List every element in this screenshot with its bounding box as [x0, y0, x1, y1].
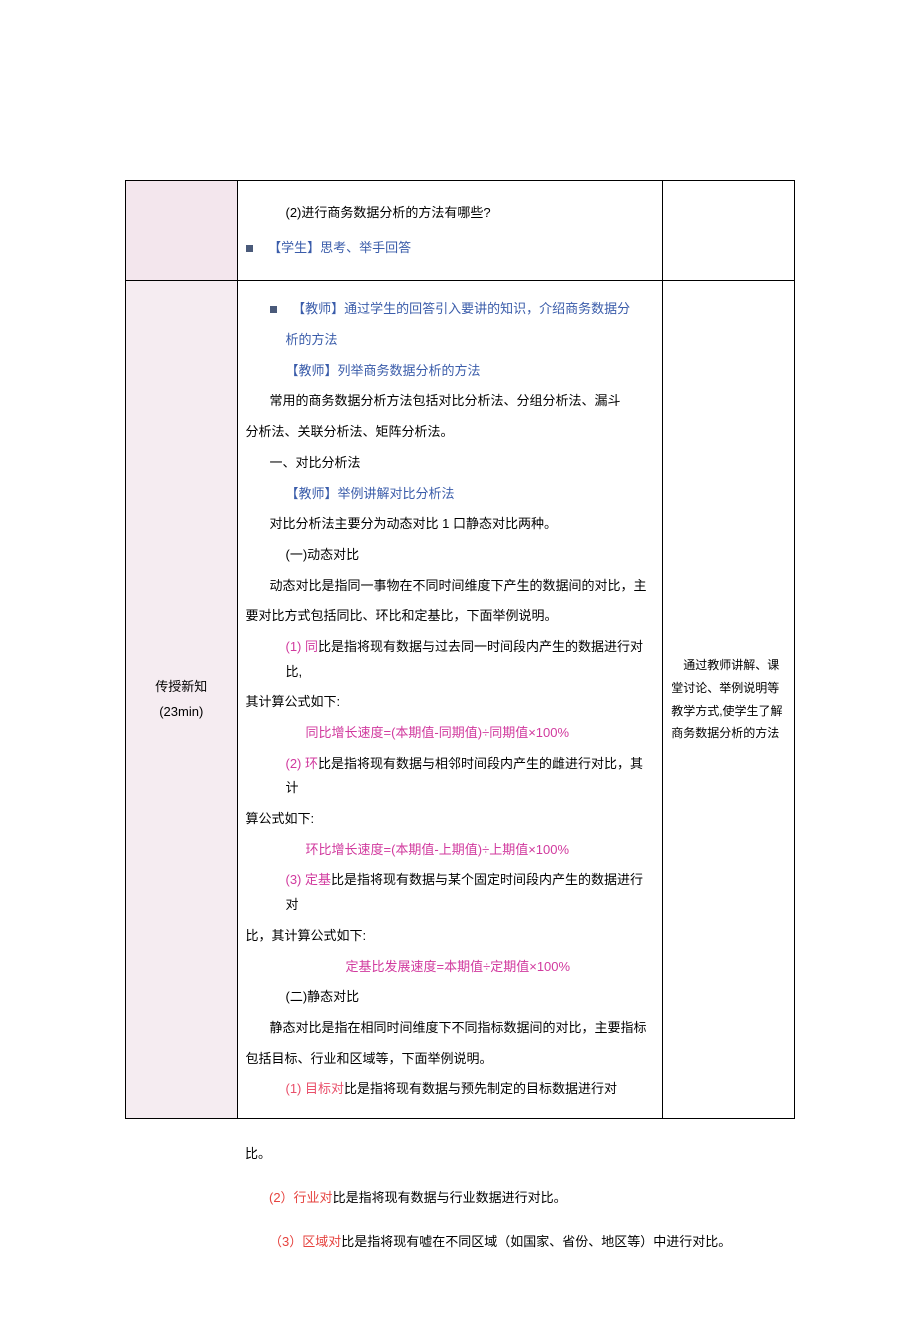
right-note: 通过教师讲解、课堂讨论、举例说明等教学方式,使学生了解商务数据分析的方法	[671, 658, 782, 740]
c2-line: (2) 环比是指将现有数据与相邻时间段内产生的雌进行对比，其计	[246, 752, 655, 801]
row-intro: (2)进行商务数据分析的方法有哪些? 【学生】思考、举手回答	[126, 181, 795, 281]
question-2: (2)进行商务数据分析的方法有哪些?	[246, 201, 655, 226]
p1b: 分析法、关联分析法、矩阵分析法。	[246, 420, 655, 445]
bullet-icon	[270, 306, 277, 313]
c3a: 比是指将现有数据与某个固定时间段内产生的数据进行对	[286, 872, 644, 912]
c1a: 比是指将现有数据与过去同一时间段内产生的数据进行对比,	[286, 639, 644, 679]
row1-mid-cell: (2)进行商务数据分析的方法有哪些? 【学生】思考、举手回答	[237, 181, 663, 281]
section-title: 传授新知	[134, 675, 229, 700]
c1b: 其计算公式如下:	[246, 690, 655, 715]
c1pre: (1) 同	[286, 639, 319, 654]
section-time: (23min)	[134, 700, 229, 725]
t2pre: (2）行业对	[269, 1190, 333, 1205]
trail-2: (2）行业对比是指将现有数据与行业数据进行对比。	[245, 1181, 795, 1215]
t1a: 【教师】通过学生的回答引入要讲的知识，介绍商务数据分	[292, 301, 630, 316]
trail-3: （3）区域对比是指将现有嘘在不同区域（如国家、省份、地区等）中进行对比。	[245, 1225, 795, 1259]
p4a: 静态对比是指在相同时间维度下不同指标数据间的对比，主要指标	[246, 1016, 655, 1041]
f1: 同比增长速度=(本期值-同期值)÷同期值×100%	[246, 721, 655, 746]
f3: 定基比发展速度=本期值÷定期值×100%	[246, 955, 655, 980]
student-label: 【学生】思考、举手回答	[268, 240, 411, 255]
t1b: 析的方法	[246, 328, 655, 353]
f2: 环比增长速度=(本期值-上期值)÷上期值×100%	[246, 838, 655, 863]
student-line: 【学生】思考、举手回答	[246, 236, 655, 261]
t2: 【教师】列举商务数据分析的方法	[246, 359, 655, 384]
c2a: 比是指将现有数据与相邻时间段内产生的雌进行对比，其计	[286, 756, 644, 796]
row2-left-cell: 传授新知 (23min)	[126, 281, 238, 1119]
c4-line: (1) 目标对比是指将现有数据与预先制定的目标数据进行对	[246, 1077, 655, 1102]
p4b: 包括目标、行业和区域等，下面举例说明。	[246, 1047, 655, 1072]
t2: 比是指将现有数据与行业数据进行对比。	[333, 1190, 567, 1205]
p3b: 要对比方式包括同比、环比和定基比，下面举例说明。	[246, 604, 655, 629]
c1-line: (1) 同比是指将现有数据与过去同一时间段内产生的数据进行对比,	[246, 635, 655, 684]
c2b: 算公式如下:	[246, 807, 655, 832]
row1-left-cell	[126, 181, 238, 281]
row2-right-cell: 通过教师讲解、课堂讨论、举例说明等教学方式,使学生了解商务数据分析的方法	[663, 281, 795, 1119]
row1-right-cell	[663, 181, 795, 281]
row2-mid-cell: 【教师】通过学生的回答引入要讲的知识，介绍商务数据分 析的方法 【教师】列举商务…	[237, 281, 663, 1119]
t3: 比是指将现有嘘在不同区域（如国家、省份、地区等）中进行对比。	[341, 1234, 731, 1249]
p2: 对比分析法主要分为动态对比 1 口静态对比两种。	[246, 512, 655, 537]
teacher-intro: 【教师】通过学生的回答引入要讲的知识，介绍商务数据分	[246, 297, 655, 322]
c3pre: (3) 定基	[286, 872, 332, 887]
row-teach: 传授新知 (23min) 【教师】通过学生的回答引入要讲的知识，介绍商务数据分 …	[126, 281, 795, 1119]
c4pre: (1) 目标对	[286, 1081, 345, 1096]
t3pre: （3）区域对	[269, 1234, 341, 1249]
p3a: 动态对比是指同一事物在不同时间维度下产生的数据间的对比，主	[246, 574, 655, 599]
bullet-icon	[246, 245, 253, 252]
trail-1: 比。	[245, 1137, 795, 1171]
t3: 【教师】举例讲解对比分析法	[246, 482, 655, 507]
lesson-plan-table: (2)进行商务数据分析的方法有哪些? 【学生】思考、举手回答 传授新知 (23m…	[125, 180, 795, 1119]
c3-line: (3) 定基比是指将现有数据与某个固定时间段内产生的数据进行对	[246, 868, 655, 917]
s2: (二)静态对比	[246, 985, 655, 1010]
c3b: 比，其计算公式如下:	[246, 924, 655, 949]
s1: (一)动态对比	[246, 543, 655, 568]
trailing-block: 比。 (2）行业对比是指将现有数据与行业数据进行对比。 （3）区域对比是指将现有…	[245, 1137, 795, 1258]
c4a: 比是指将现有数据与预先制定的目标数据进行对	[344, 1081, 617, 1096]
h1: 一、对比分析法	[246, 451, 655, 476]
p1a: 常用的商务数据分析方法包括对比分析法、分组分析法、漏斗	[246, 389, 655, 414]
c2pre: (2) 环	[286, 756, 319, 771]
